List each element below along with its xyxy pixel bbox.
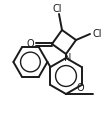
Text: O: O	[26, 39, 33, 49]
Text: N: N	[64, 53, 71, 63]
Text: Cl: Cl	[52, 4, 61, 14]
Text: Cl: Cl	[91, 29, 101, 39]
Text: O: O	[75, 83, 83, 93]
